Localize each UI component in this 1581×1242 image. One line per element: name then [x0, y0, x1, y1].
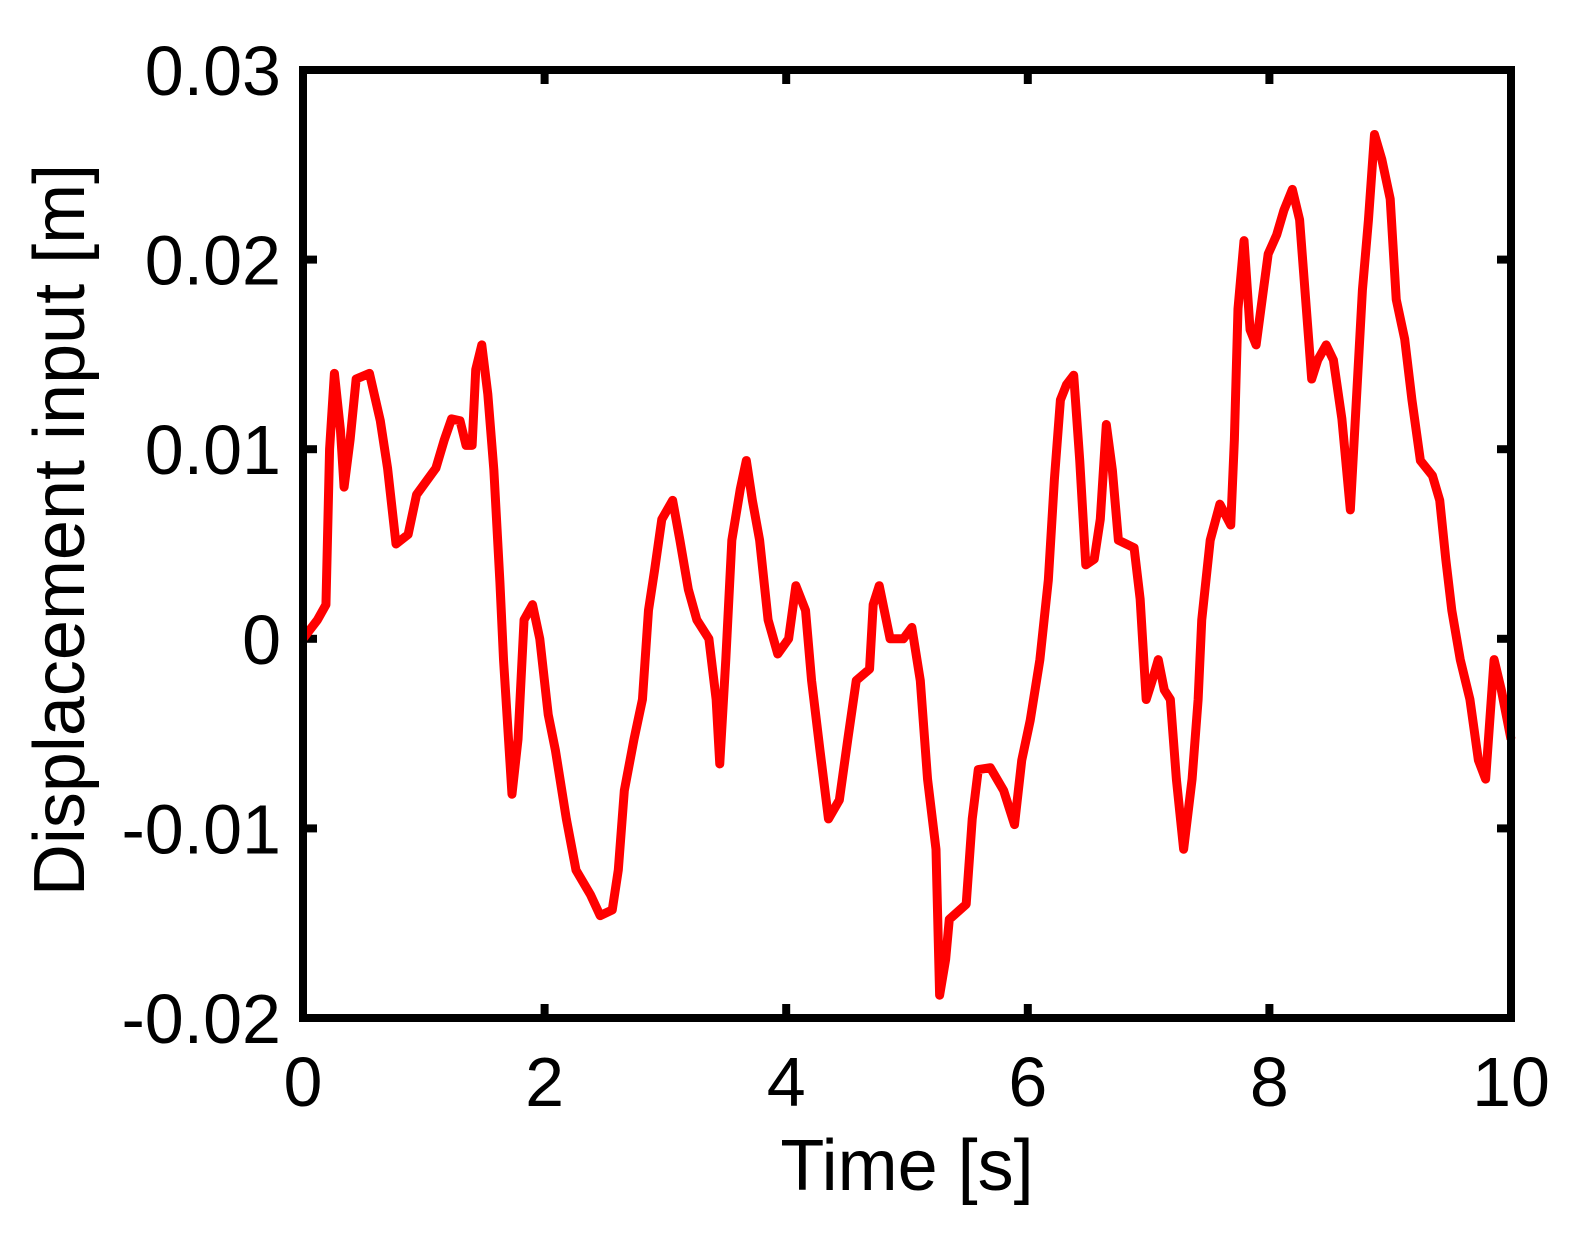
x-tick-label: 0 [284, 1043, 323, 1121]
y-tick-label: 0.02 [145, 222, 281, 300]
y-tick-label: -0.01 [121, 790, 281, 868]
y-tick-label: -0.02 [121, 980, 281, 1058]
data-line [299, 129, 1516, 1000]
x-tick-label: 4 [767, 1043, 806, 1121]
y-tick-label: 0 [242, 601, 281, 679]
y-tick-label: 0.01 [145, 411, 281, 489]
x-tick-label: 10 [1472, 1043, 1550, 1121]
x-tick-label: 8 [1250, 1043, 1289, 1121]
x-tick-label: 6 [1008, 1043, 1047, 1121]
x-axis-label: Time [s] [780, 1126, 1033, 1206]
x-tick-label: 2 [525, 1043, 564, 1121]
plot-frame [299, 66, 1515, 1022]
y-tick-label: 0.03 [145, 32, 281, 110]
y-axis-label: Displacement input [m] [20, 164, 100, 896]
